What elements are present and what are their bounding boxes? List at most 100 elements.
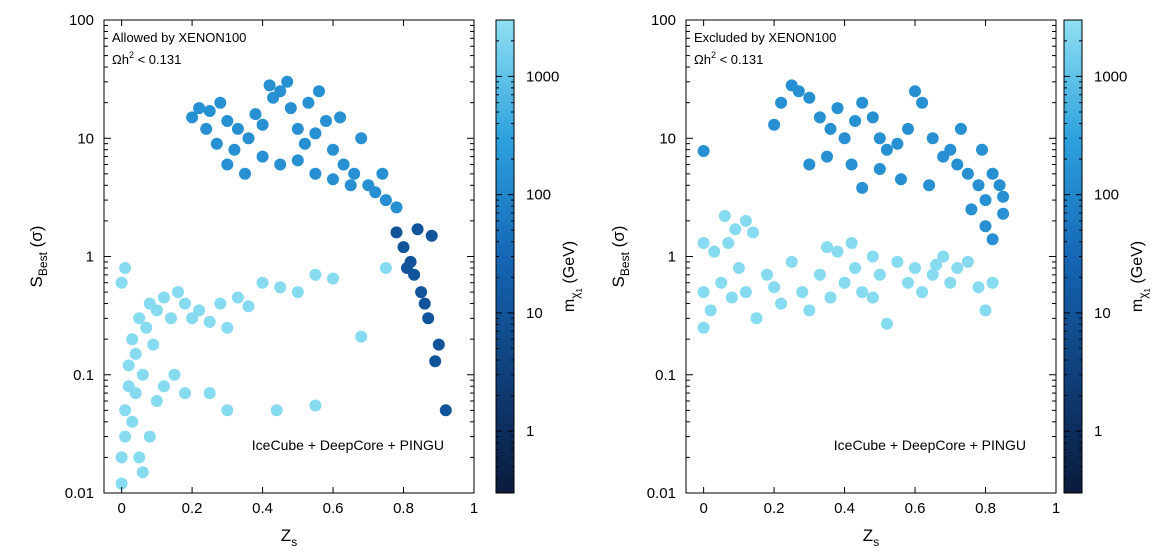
data-point (986, 167, 999, 180)
data-point (803, 158, 816, 171)
data-point (327, 143, 339, 156)
data-point (348, 167, 361, 180)
x-axis-label: Zs (281, 526, 297, 549)
data-point (944, 143, 957, 156)
x-tick-label: 0.6 (323, 500, 344, 517)
data-point (376, 167, 389, 180)
data-point (725, 291, 738, 304)
x-tick-label: 0.2 (764, 500, 785, 517)
data-point (704, 304, 717, 317)
data-point (309, 127, 322, 140)
colorbar-label: mχ1 (GeV) (1129, 241, 1152, 312)
y-tick-label: 0.1 (73, 367, 94, 384)
data-point (133, 451, 146, 464)
data-point (880, 143, 893, 156)
data-point (796, 286, 809, 299)
data-point (849, 115, 862, 127)
data-point (951, 158, 964, 171)
data-point (418, 297, 431, 310)
data-point (129, 347, 142, 360)
data-point (944, 276, 957, 289)
data-point (697, 237, 710, 249)
x-tick-label: 0.8 (975, 500, 996, 517)
data-point (140, 321, 153, 334)
data-point (708, 245, 721, 258)
x-tick-label: 0.2 (182, 500, 203, 517)
y-tick-label: 10 (659, 130, 676, 147)
data-point (831, 245, 844, 258)
data-point (909, 85, 921, 98)
colorbar-tick-label: 1000 (1094, 68, 1127, 85)
y-tick-label: 10 (77, 130, 94, 147)
data-point (203, 387, 216, 400)
y-tick-label: 0.01 (65, 485, 94, 502)
data-point (309, 268, 322, 281)
data-point (168, 368, 181, 381)
data-point (239, 167, 251, 180)
data-point (270, 404, 283, 417)
data-point (126, 415, 139, 428)
data-point (136, 466, 149, 479)
data-point (895, 173, 907, 186)
colorbar-tick-label: 10 (1094, 305, 1111, 322)
data-point (415, 286, 428, 299)
data-point (210, 137, 223, 150)
data-point (697, 286, 710, 299)
data-point (979, 194, 992, 207)
data-point (298, 137, 311, 150)
data-point (747, 226, 759, 239)
y-tick-label: 100 (651, 12, 676, 29)
data-point (119, 404, 132, 417)
data-point (309, 167, 322, 180)
data-point (775, 96, 788, 109)
data-point (221, 115, 234, 127)
data-point (902, 276, 914, 289)
data-point (256, 276, 269, 289)
data-point (866, 291, 879, 304)
data-points (697, 79, 1010, 334)
data-point (824, 291, 837, 304)
data-point (379, 194, 392, 207)
data-point (785, 255, 798, 268)
x-tick-label: 0.8 (393, 500, 414, 517)
data-point (425, 229, 438, 242)
x-tick-label: 1 (1052, 500, 1060, 517)
data-point (129, 387, 142, 400)
data-point (143, 430, 156, 443)
data-point (172, 286, 184, 299)
data-point (369, 186, 382, 199)
data-point (838, 276, 851, 289)
data-point (313, 85, 325, 98)
data-point (697, 145, 710, 157)
colorbar-tick-label: 1000 (526, 68, 559, 85)
data-point (926, 132, 939, 145)
data-point (115, 477, 128, 490)
data-point (891, 137, 904, 150)
data-point (803, 91, 816, 104)
data-point (136, 368, 149, 381)
data-point (221, 158, 234, 171)
data-point (397, 241, 410, 254)
data-point (119, 430, 132, 443)
data-point (291, 286, 304, 299)
data-point (761, 268, 773, 281)
data-point (327, 173, 339, 186)
data-point (281, 75, 294, 88)
data-point (228, 143, 241, 156)
experiment-label: IceCube + DeepCore + PINGU (252, 437, 444, 453)
data-point (302, 96, 315, 109)
data-point (256, 150, 269, 163)
data-point (997, 207, 1010, 220)
data-point (122, 359, 135, 372)
data-point (390, 226, 403, 239)
data-point (115, 276, 128, 289)
x-tick-label: 0.6 (905, 500, 926, 517)
y-tick-label: 1 (86, 249, 94, 266)
data-point (344, 179, 357, 192)
data-point (263, 79, 276, 92)
data-point (200, 122, 213, 135)
data-point (231, 122, 244, 135)
data-point (961, 167, 974, 180)
data-point (831, 102, 844, 115)
